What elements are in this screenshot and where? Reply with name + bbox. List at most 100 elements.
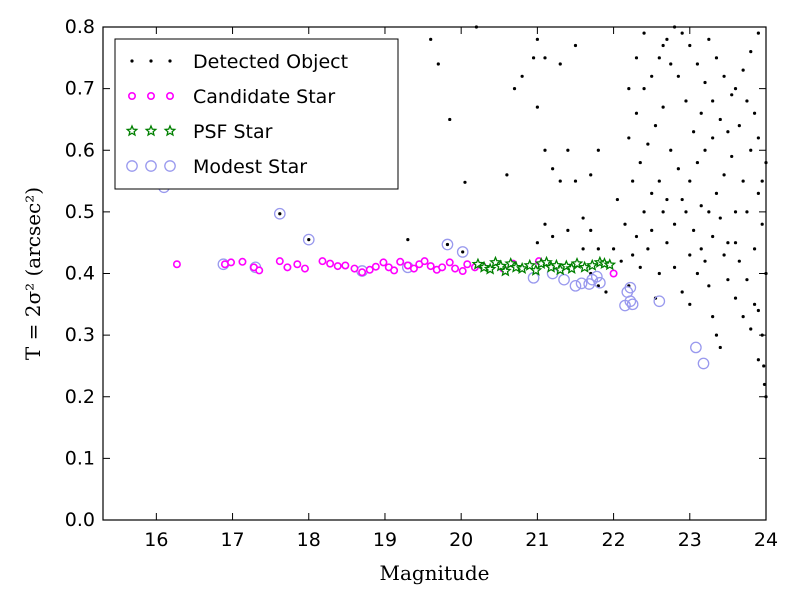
candidate-star-point bbox=[403, 261, 412, 270]
candidate-star-point bbox=[172, 260, 181, 269]
detected-object-point bbox=[463, 180, 467, 184]
detected-object-point bbox=[680, 31, 684, 35]
x-tick-label: 16 bbox=[144, 529, 168, 551]
legend-marker-psf-star bbox=[125, 124, 139, 137]
candidate-star-point bbox=[420, 257, 429, 266]
detected-object-point bbox=[722, 173, 726, 177]
detected-object-point bbox=[566, 228, 570, 232]
detected-object-point bbox=[699, 111, 703, 115]
detected-object-point bbox=[680, 290, 684, 294]
detected-object-point bbox=[631, 179, 635, 183]
x-tick-label: 19 bbox=[373, 529, 397, 551]
y-tick-label: 0.4 bbox=[65, 263, 95, 285]
data-marks bbox=[158, 25, 768, 399]
candidate-star-point bbox=[396, 257, 405, 266]
detected-object-point bbox=[665, 241, 669, 245]
detected-object-point bbox=[429, 37, 433, 41]
detected-object-point bbox=[752, 247, 757, 251]
detected-object-point bbox=[520, 74, 524, 78]
detected-object-point bbox=[535, 241, 539, 245]
psf-star-point bbox=[494, 259, 508, 272]
candidate-star-point bbox=[365, 265, 374, 274]
detected-object-point bbox=[634, 111, 639, 115]
legend-marker-detected-object bbox=[149, 59, 153, 63]
candidate-star-point bbox=[445, 258, 454, 267]
legend-marker-candidate-star bbox=[166, 92, 175, 101]
detected-object-point bbox=[726, 278, 730, 282]
modest-star-point bbox=[697, 357, 710, 370]
detected-object-point bbox=[711, 315, 715, 319]
detected-object-point bbox=[650, 228, 654, 232]
detected-object-point bbox=[445, 242, 450, 247]
detected-object-point bbox=[745, 99, 749, 103]
detected-object-point bbox=[699, 204, 703, 208]
detected-object-point bbox=[657, 179, 661, 183]
x-tick-label: 18 bbox=[297, 529, 321, 551]
candidate-star-point bbox=[458, 267, 467, 276]
candidate-star-point bbox=[350, 264, 359, 273]
legend-marker-modest-star bbox=[145, 160, 157, 172]
candidate-star-point bbox=[463, 260, 472, 269]
detected-object-point bbox=[627, 87, 631, 91]
detected-object-point bbox=[703, 148, 707, 152]
detected-object-point bbox=[672, 222, 677, 226]
detected-object-point bbox=[684, 210, 688, 214]
detected-object-point bbox=[707, 210, 711, 214]
detected-object-point bbox=[688, 253, 692, 257]
psf-star-point bbox=[523, 258, 537, 271]
detected-object-point bbox=[741, 179, 745, 183]
detected-object-point bbox=[611, 247, 616, 251]
legend-label-detected-object: Detected Object bbox=[193, 51, 348, 73]
detected-object-point bbox=[589, 173, 593, 177]
detected-object-point bbox=[278, 212, 282, 216]
modest-star-point bbox=[653, 295, 666, 308]
detected-object-point bbox=[657, 271, 661, 276]
detected-object-point bbox=[512, 87, 517, 91]
detected-object-point bbox=[531, 56, 536, 60]
detected-object-point bbox=[680, 197, 684, 202]
legend-marker-detected-object bbox=[130, 59, 134, 63]
modest-star-point bbox=[575, 277, 588, 290]
detected-object-point bbox=[762, 364, 766, 368]
modest-star-point bbox=[302, 233, 315, 246]
detected-object-point bbox=[756, 191, 760, 195]
detected-object-point bbox=[307, 238, 311, 242]
detected-object-point bbox=[448, 117, 452, 122]
detected-object-point bbox=[657, 56, 661, 60]
detected-object-point bbox=[646, 142, 650, 146]
detected-object-point bbox=[573, 179, 578, 183]
legend-marker-candidate-star bbox=[128, 92, 137, 101]
legend-label-modest-star: Modest Star bbox=[193, 156, 307, 178]
detected-object-point bbox=[711, 136, 715, 140]
modest-star-point bbox=[690, 341, 702, 354]
candidate-star-point bbox=[238, 257, 247, 266]
detected-object-point bbox=[749, 148, 753, 152]
detected-object-point bbox=[581, 216, 585, 220]
detected-object-point bbox=[756, 31, 760, 35]
detected-object-point bbox=[638, 160, 642, 165]
detected-object-point bbox=[551, 234, 555, 239]
detected-object-point bbox=[733, 210, 738, 214]
legend-box bbox=[114, 38, 399, 190]
detected-object-point bbox=[669, 62, 673, 66]
detected-object-point bbox=[543, 148, 547, 152]
detected-object-point bbox=[733, 296, 738, 300]
detected-object-point bbox=[604, 290, 608, 294]
psf-star-point bbox=[540, 255, 553, 268]
candidate-star-point bbox=[293, 260, 302, 269]
psf-star-point bbox=[578, 260, 591, 273]
psf-star-point bbox=[529, 263, 543, 276]
candidate-star-point bbox=[609, 269, 618, 278]
candidate-star-point bbox=[255, 266, 264, 275]
detected-object-point bbox=[756, 358, 760, 362]
legend-marker-detected-object bbox=[168, 59, 172, 63]
detected-object-point bbox=[688, 302, 692, 306]
detected-object-point bbox=[642, 87, 646, 91]
candidate-star-point bbox=[390, 266, 399, 275]
candidate-star-point bbox=[426, 262, 435, 271]
detected-object-point bbox=[756, 136, 760, 140]
detected-object-point bbox=[760, 222, 764, 226]
detected-object-point bbox=[726, 241, 730, 245]
y-tick-label: 0.7 bbox=[65, 78, 95, 100]
detected-object-point bbox=[543, 56, 547, 60]
